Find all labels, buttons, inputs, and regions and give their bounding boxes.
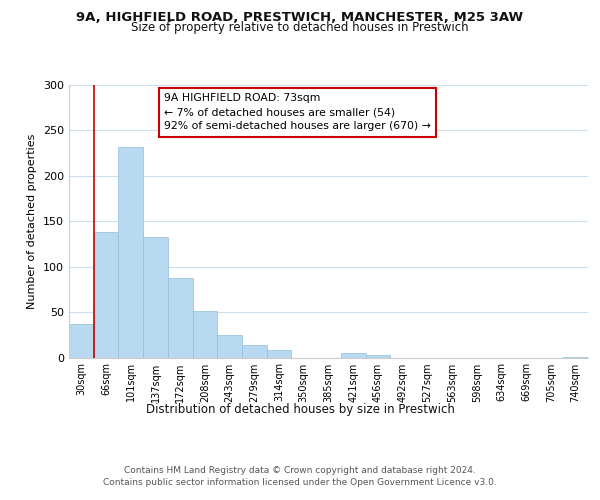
- Bar: [168, 278, 193, 357]
- Bar: [193, 311, 217, 358]
- Bar: [341, 353, 365, 358]
- Bar: [118, 147, 143, 358]
- Text: Contains public sector information licensed under the Open Government Licence v3: Contains public sector information licen…: [103, 478, 497, 487]
- Text: 9A HIGHFIELD ROAD: 73sqm
← 7% of detached houses are smaller (54)
92% of semi-de: 9A HIGHFIELD ROAD: 73sqm ← 7% of detache…: [164, 93, 431, 131]
- Y-axis label: Number of detached properties: Number of detached properties: [28, 134, 37, 309]
- Text: Distribution of detached houses by size in Prestwich: Distribution of detached houses by size …: [146, 402, 454, 415]
- Bar: [69, 324, 94, 358]
- Bar: [563, 356, 588, 358]
- Bar: [365, 355, 390, 358]
- Text: 9A, HIGHFIELD ROAD, PRESTWICH, MANCHESTER, M25 3AW: 9A, HIGHFIELD ROAD, PRESTWICH, MANCHESTE…: [76, 11, 524, 24]
- Text: Size of property relative to detached houses in Prestwich: Size of property relative to detached ho…: [131, 22, 469, 35]
- Bar: [267, 350, 292, 358]
- Bar: [242, 345, 267, 358]
- Bar: [94, 232, 118, 358]
- Text: Contains HM Land Registry data © Crown copyright and database right 2024.: Contains HM Land Registry data © Crown c…: [124, 466, 476, 475]
- Bar: [217, 335, 242, 357]
- Bar: [143, 236, 168, 358]
